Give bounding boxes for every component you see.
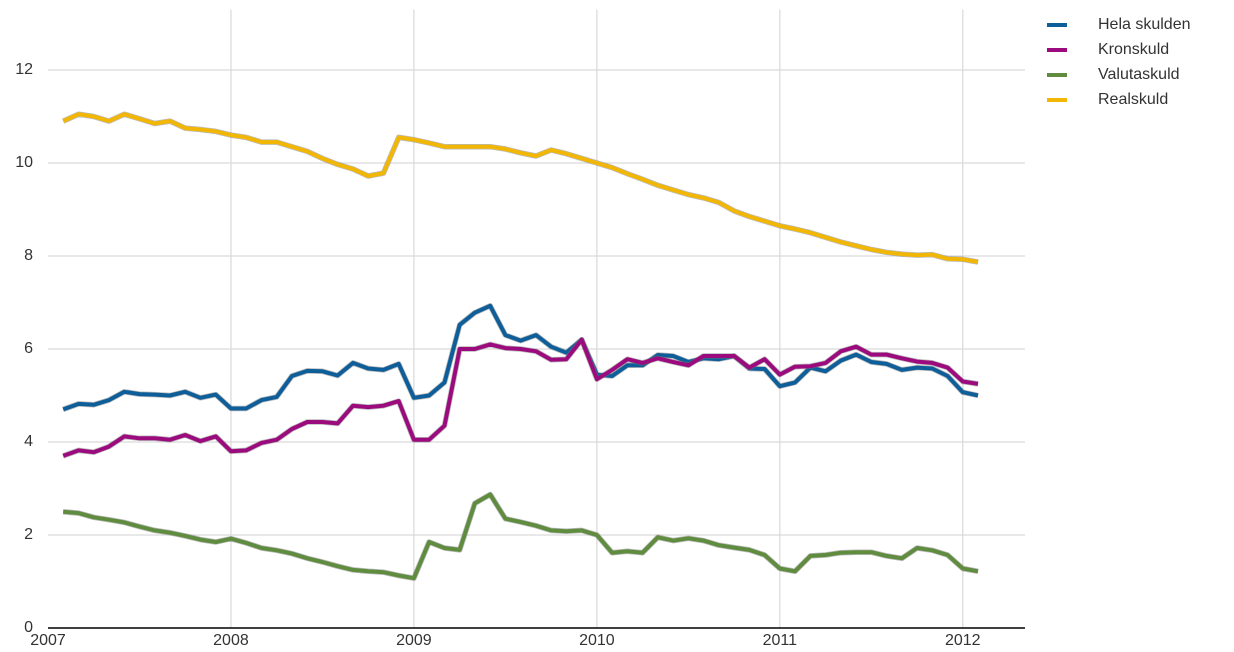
y-tick-label: 2: [24, 526, 33, 543]
series-line: [62, 303, 979, 412]
y-tick-label: 6: [24, 340, 33, 357]
y-tick-label: 10: [15, 154, 33, 171]
legend-label: Kronskuld: [1098, 41, 1169, 58]
x-tick-label: 2010: [579, 632, 615, 649]
series-line-outline: [62, 303, 979, 412]
x-tick-label: 2012: [945, 632, 981, 649]
y-tick-label: 12: [15, 61, 33, 78]
series-line: [62, 337, 979, 458]
legend-label: Hela skulden: [1098, 16, 1191, 33]
grid: [48, 9, 1025, 628]
series-line: [62, 112, 979, 264]
series-line: [63, 492, 979, 581]
y-tick-label: 8: [24, 247, 33, 264]
legend-label: Valutaskuld: [1098, 66, 1180, 83]
legend: Hela skulden Kronskuld Valutaskuld Realskul…: [1047, 16, 1191, 108]
series-line-outline: [62, 491, 979, 581]
y-tick-label: 4: [24, 433, 33, 450]
legend-label: Realskuld: [1098, 91, 1168, 108]
x-tick-label: 2008: [213, 632, 249, 649]
x-tick-label: 2007: [30, 632, 66, 649]
y-tick-label: 0: [24, 619, 33, 636]
x-tick-label: 2011: [763, 632, 798, 649]
x-tick-label: 2009: [396, 632, 432, 649]
series-line-outline: [62, 111, 979, 265]
